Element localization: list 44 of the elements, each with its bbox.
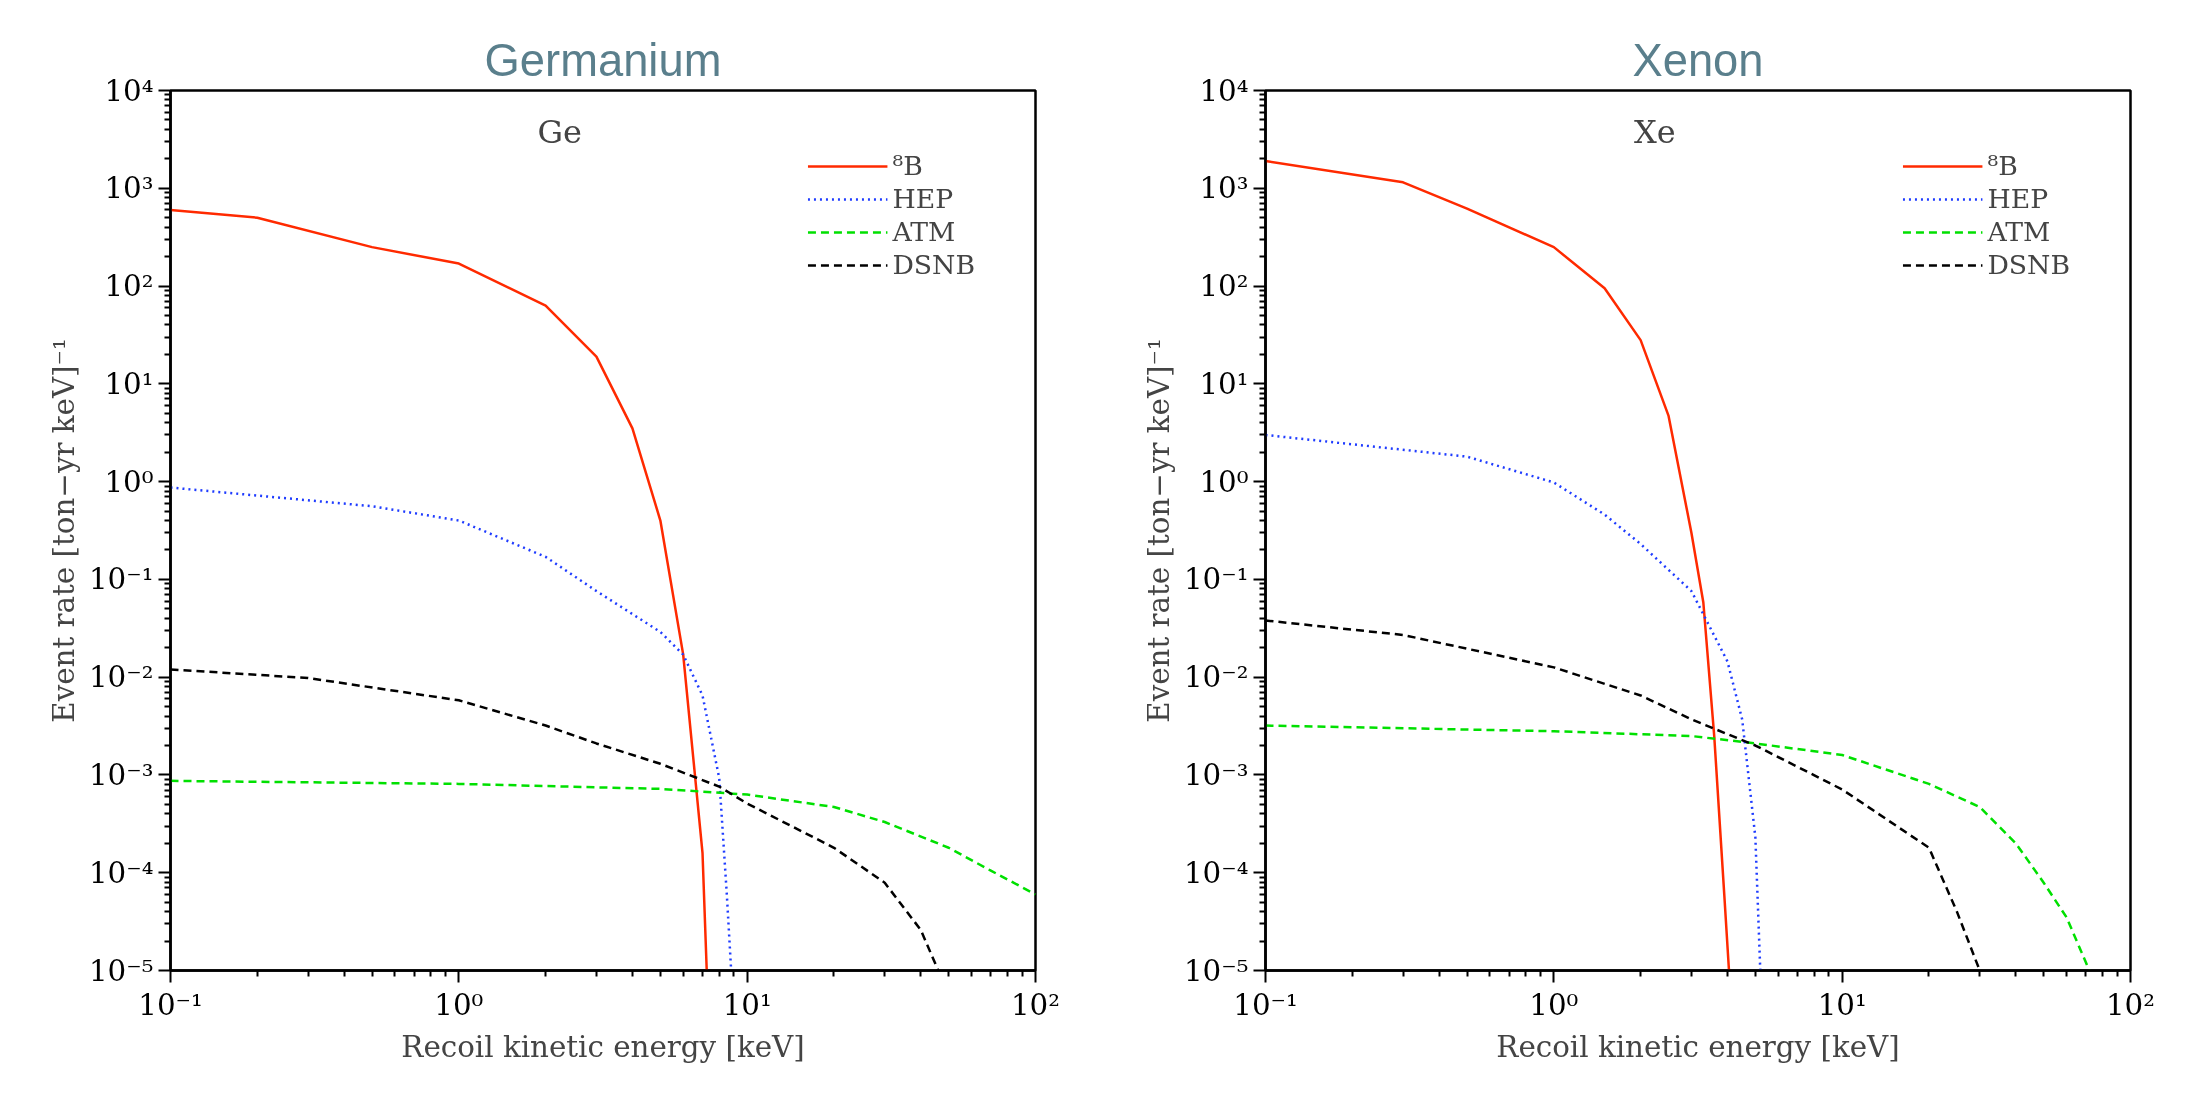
x-tick-label: 10⁻¹ (1233, 987, 1298, 1022)
x-tick-label: 10⁰ (434, 987, 484, 1022)
y-tick-label: 10⁻³ (1183, 757, 1249, 792)
legend-label: DSNB (892, 249, 975, 280)
y-tick-label: 10² (104, 269, 154, 304)
legend-label: ATM (892, 216, 956, 247)
y-tick-label: 10⁻⁵ (88, 953, 154, 988)
legend-label: ⁸B (1987, 150, 2018, 181)
annotation: Xe (1633, 112, 1676, 151)
chart-title: Xenon (1632, 34, 1764, 86)
y-tick-label: 10⁴ (1199, 73, 1249, 108)
x-tick-label: 10¹ (1817, 987, 1867, 1022)
legend-label: DSNB (1987, 249, 2070, 280)
y-tick-label: 10⁻³ (88, 757, 154, 792)
x-tick-label: 10² (2105, 987, 2156, 1022)
y-axis-title: Event rate [ton−yr keV]⁻¹ (1141, 338, 1176, 723)
legend-label: HEP (1987, 183, 2049, 214)
annotation: Ge (537, 112, 582, 151)
x-tick-label: 10² (1010, 987, 1061, 1022)
x-tick-label: 10⁰ (1529, 987, 1579, 1022)
chart-title: Germanium (484, 34, 722, 86)
y-tick-label: 10⁻⁴ (88, 855, 154, 890)
y-tick-label: 10³ (1199, 171, 1249, 206)
x-tick-label: 10⁻¹ (138, 987, 203, 1022)
y-tick-label: 10⁰ (1199, 464, 1249, 499)
legend-label: HEP (892, 183, 954, 214)
y-tick-label: 10¹ (1199, 366, 1249, 401)
y-tick-label: 10⁻² (1183, 660, 1249, 695)
x-axis-title: Recoil kinetic energy [keV] (401, 1029, 805, 1064)
x-tick-label: 10¹ (722, 987, 772, 1022)
y-tick-label: 10¹ (104, 366, 154, 401)
legend-label: ATM (1987, 216, 2051, 247)
y-tick-label: 10⁻¹ (88, 562, 154, 597)
y-tick-label: 10⁴ (104, 73, 154, 108)
x-axis-title: Recoil kinetic energy [keV] (1496, 1029, 1900, 1064)
y-tick-label: 10⁻⁵ (1183, 953, 1249, 988)
y-tick-label: 10⁰ (104, 464, 154, 499)
y-tick-label: 10⁻⁴ (1183, 855, 1249, 890)
y-tick-label: 10² (1199, 269, 1249, 304)
y-tick-label: 10⁻¹ (1183, 562, 1249, 597)
y-axis-title: Event rate [ton−yr keV]⁻¹ (46, 338, 81, 723)
y-tick-label: 10³ (104, 171, 154, 206)
legend-label: ⁸B (892, 150, 923, 181)
y-tick-label: 10⁻² (88, 660, 154, 695)
